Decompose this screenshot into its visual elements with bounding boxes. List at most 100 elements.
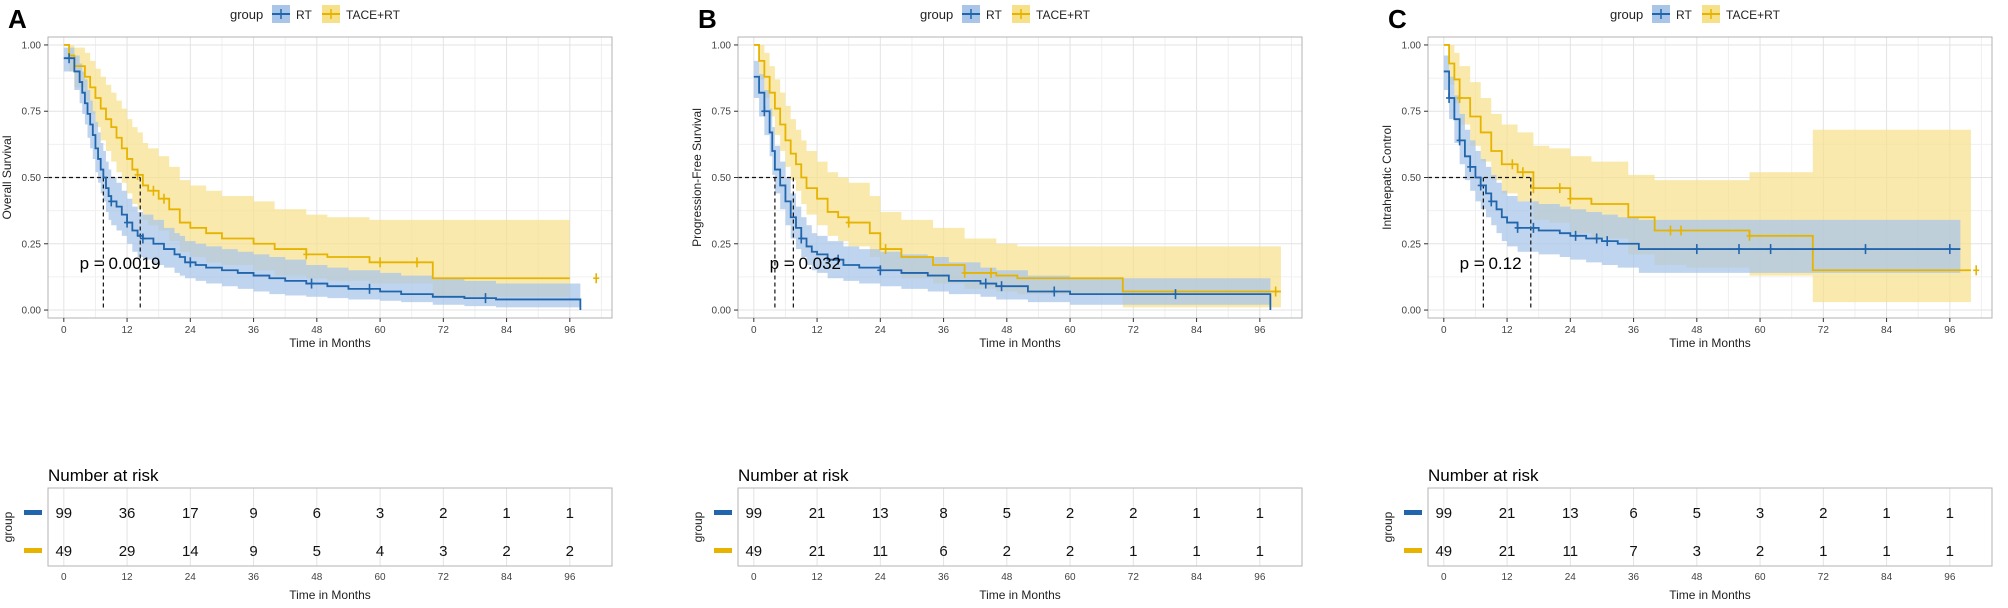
risk-x-tick-label: 0 — [61, 572, 67, 583]
risk-count-rt: 1 — [1946, 505, 1954, 522]
x-tick-label: 12 — [812, 325, 824, 336]
x-tick-label: 36 — [938, 325, 950, 336]
risk-y-axis-label: group — [691, 511, 705, 542]
risk-x-tick-label: 36 — [1628, 572, 1640, 583]
risk-count-rt: 17 — [182, 505, 199, 522]
x-tick-label: 72 — [1128, 325, 1140, 336]
y-tick-label: 0.00 — [1402, 306, 1422, 317]
curve-rt — [63, 57, 582, 311]
y-tick-label: 0.50 — [1402, 173, 1422, 184]
risk-row-key-tace — [24, 548, 42, 553]
y-tick-label: 1.00 — [1402, 40, 1422, 51]
y-tick-label: 0.25 — [712, 239, 732, 250]
risk-x-tick-label: 0 — [751, 572, 757, 583]
risk-count-rt: 2 — [1129, 505, 1137, 522]
risk-count-tace: 14 — [182, 543, 199, 560]
risk-count-tace: 29 — [119, 543, 136, 560]
risk-count-tace: 49 — [745, 543, 762, 560]
risk-count-rt: 2 — [439, 505, 447, 522]
risk-row-key-tace — [1404, 548, 1422, 553]
risk-table-title: Number at risk — [738, 466, 849, 485]
risk-count-rt: 6 — [1629, 505, 1637, 522]
risk-table-border — [737, 487, 1303, 567]
legend-title: group — [1610, 7, 1643, 22]
x-tick-label: 0 — [61, 325, 67, 336]
risk-count-rt: 1 — [1882, 505, 1890, 522]
risk-x-tick-label: 24 — [1565, 572, 1577, 583]
risk-count-tace: 2 — [502, 543, 510, 560]
risk-x-tick-label: 36 — [938, 572, 950, 583]
risk-count-rt: 5 — [1693, 505, 1701, 522]
risk-x-tick-label: 60 — [1065, 572, 1077, 583]
risk-count-tace: 1 — [1129, 543, 1137, 560]
risk-row-key-rt — [24, 510, 42, 515]
ci-band-tace — [63, 44, 570, 297]
risk-count-tace: 1 — [1256, 543, 1264, 560]
risk-count-tace: 1 — [1946, 543, 1954, 560]
risk-count-rt: 8 — [939, 505, 947, 522]
risk-x-tick-label: 72 — [1818, 572, 1830, 583]
x-tick-label: 24 — [185, 325, 197, 336]
risk-count-tace: 5 — [313, 543, 321, 560]
risk-x-tick-label: 96 — [1944, 572, 1956, 583]
risk-count-tace: 1 — [1192, 543, 1200, 560]
risk-count-tace: 2 — [1003, 543, 1011, 560]
x-tick-label: 60 — [1065, 325, 1077, 336]
curve-rt — [753, 75, 1272, 311]
panel-letter-B: B — [698, 4, 717, 34]
risk-count-tace: 6 — [939, 543, 947, 560]
risk-count-rt: 99 — [745, 505, 762, 522]
y-tick-label: 0.75 — [712, 107, 732, 118]
x-tick-label: 24 — [875, 325, 887, 336]
risk-count-tace: 2 — [1756, 543, 1764, 560]
y-tick-label: 0.00 — [22, 306, 42, 317]
ci-band-rt — [753, 60, 1271, 311]
risk-x-tick-label: 72 — [438, 572, 450, 583]
y-axis-label: Intrahepatic Control — [1380, 125, 1394, 230]
risk-table-title: Number at risk — [48, 466, 159, 485]
x-tick-label: 48 — [1001, 325, 1013, 336]
y-tick-label: 0.00 — [712, 306, 732, 317]
risk-x-axis-label: Time in Months — [1669, 588, 1751, 602]
risk-x-tick-label: 96 — [1254, 572, 1266, 583]
risk-x-tick-label: 96 — [564, 572, 576, 583]
y-tick-label: 0.75 — [1402, 107, 1422, 118]
risk-count-tace: 21 — [1499, 543, 1516, 560]
risk-count-tace: 1 — [1882, 543, 1890, 560]
x-tick-label: 12 — [1502, 325, 1514, 336]
legend-label-tace: TACE+RT — [1036, 8, 1091, 22]
risk-count-rt: 99 — [55, 505, 72, 522]
risk-count-rt: 1 — [1192, 505, 1200, 522]
panel-letter-C: C — [1388, 4, 1407, 34]
risk-count-tace: 3 — [1693, 543, 1701, 560]
risk-count-tace: 11 — [873, 543, 889, 560]
risk-count-rt: 1 — [566, 505, 574, 522]
legend-title: group — [230, 7, 263, 22]
risk-table-title: Number at risk — [1428, 466, 1539, 485]
x-axis-label: Time in Months — [289, 336, 371, 350]
risk-x-tick-label: 24 — [875, 572, 887, 583]
risk-x-tick-label: 0 — [1441, 572, 1447, 583]
risk-x-axis-label: Time in Months — [289, 588, 371, 602]
risk-count-rt: 21 — [809, 505, 826, 522]
risk-y-axis-label: group — [1, 511, 15, 542]
x-tick-label: 84 — [1191, 325, 1203, 336]
x-axis-label: Time in Months — [1669, 336, 1751, 350]
risk-x-tick-label: 84 — [1881, 572, 1893, 583]
risk-count-tace: 2 — [566, 543, 574, 560]
legend-label-tace: TACE+RT — [1726, 8, 1781, 22]
legend-label-rt: RT — [986, 8, 1002, 22]
y-tick-label: 0.25 — [1402, 239, 1422, 250]
risk-x-tick-label: 24 — [185, 572, 197, 583]
p-value: p = 0.0019 — [80, 254, 161, 273]
y-tick-label: 0.75 — [22, 107, 42, 118]
risk-count-rt: 1 — [502, 505, 510, 522]
risk-table-border — [1427, 487, 1993, 567]
risk-row-key-rt — [714, 510, 732, 515]
x-tick-label: 96 — [564, 325, 576, 336]
x-tick-label: 72 — [438, 325, 450, 336]
